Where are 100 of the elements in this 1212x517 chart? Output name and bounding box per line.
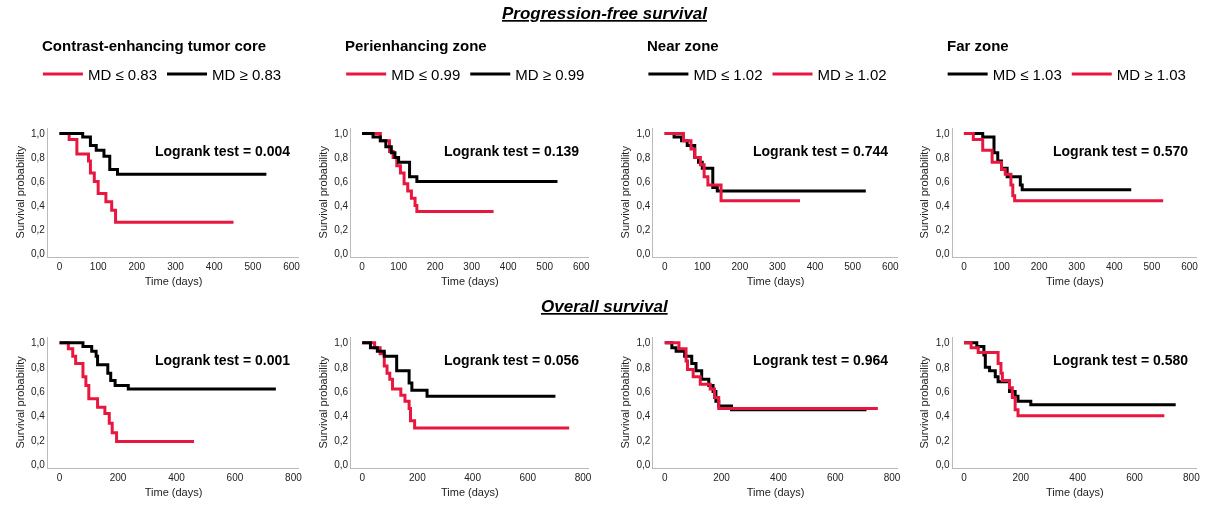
x-tick-label: 0 [961,472,968,484]
y-axis-title: Survival probability [619,355,632,449]
x-tick-label: 400 [205,261,223,272]
y-tick-label: 0,2 [334,223,349,235]
x-tick-label: 300 [769,261,787,272]
annotation: Logrank test = 0.004 [155,143,291,159]
y-tick-label: 0,6 [334,175,349,187]
legend-label: MD ≥ 0.83 [212,65,282,83]
annotation: Logrank test = 0.001 [155,352,291,368]
x-tick-label: 0 [661,472,668,484]
y-tick-label: 0,8 [636,151,651,163]
x-tick-label: 800 [1183,472,1201,484]
x-tick-label: 600 [283,261,301,272]
x-tick-label: 100 [993,261,1011,272]
legend-label: MD ≤ 1.02 [693,65,763,83]
y-tick-label: 0,4 [636,199,651,211]
x-axis-title: Time (days) [746,486,805,499]
y-tick-label: 1,0 [334,128,349,139]
x-tick-label: 400 [464,472,482,484]
x-tick-label: 500 [244,261,262,272]
x-tick-label: 500 [844,261,862,272]
x-axis-title: Time (days) [441,486,499,499]
y-tick-label: 1,0 [636,337,651,349]
y-axis-title: Survival probability [13,355,26,449]
x-tick-label: 400 [168,472,186,484]
x-tick-label: 0 [56,472,63,484]
y-tick-label: 0,8 [935,151,951,163]
x-tick-label: 400 [1105,261,1124,272]
y-tick-label: 0,6 [636,385,651,397]
x-axis-title: Time (days) [441,275,499,288]
annotation: Logrank test = 0.056 [444,352,580,368]
y-tick-label: 0,8 [334,151,349,163]
x-tick-label: 300 [167,261,185,272]
y-tick-label: 0,0 [334,459,349,471]
chart-title: Contrast-enhancing tumor core [42,37,267,54]
x-tick-label: 500 [536,261,554,272]
x-tick-label: 0 [359,261,366,272]
x-tick-label: 200 [1012,472,1030,484]
x-tick-label: 100 [89,261,107,272]
x-tick-label: 400 [499,261,517,272]
y-tick-label: 0,0 [30,247,46,259]
x-tick-label: 500 [1143,261,1161,272]
x-tick-label: 800 [574,472,592,484]
y-axis-title: Survival probability [619,145,632,239]
x-tick-label: 600 [826,472,845,484]
y-tick-label: 0,8 [935,361,951,373]
x-tick-label: 0 [56,261,63,272]
y-tick-label: 0,2 [935,434,951,446]
legend-label: MD ≥ 1.02 [817,65,887,83]
x-tick-label: 200 [409,472,427,484]
y-tick-label: 0,6 [334,385,349,397]
legend-label: MD ≤ 1.03 [992,65,1062,83]
y-tick-label: 0,0 [30,459,46,471]
y-tick-label: 0,8 [334,361,349,373]
x-tick-label: 0 [961,261,968,272]
x-axis-title: Time (days) [1046,275,1104,288]
y-tick-label: 0,4 [935,410,951,422]
y-tick-label: 1,0 [636,128,651,139]
y-axis-title: Survival probability [918,145,931,239]
x-tick-label: 200 [713,472,731,484]
y-tick-label: 0,2 [30,223,46,235]
legend-label: MD ≤ 0.99 [391,65,461,83]
legend-label: MD ≤ 0.83 [87,65,157,83]
annotation: Logrank test = 0.744 [753,143,889,159]
y-axis-title: Survival probability [918,355,931,449]
y-tick-label: 0,4 [30,199,46,211]
y-tick-label: 0,2 [30,434,46,446]
x-tick-label: 200 [128,261,146,272]
y-tick-label: 0,8 [30,361,46,373]
x-tick-label: 800 [285,472,303,484]
x-tick-label: 400 [1069,472,1087,484]
x-tick-label: 600 [1181,261,1199,272]
y-tick-label: 0,2 [935,223,951,235]
x-tick-label: 200 [426,261,444,272]
y-tick-label: 0,6 [636,175,651,187]
annotation: Logrank test = 0.570 [1053,143,1189,159]
y-tick-label: 0,0 [935,459,951,471]
y-tick-label: 1,0 [30,337,46,349]
x-tick-label: 100 [390,261,408,272]
x-tick-label: 600 [1126,472,1144,484]
y-axis-title: Survival probability [316,145,329,239]
x-tick-label: 100 [693,261,712,272]
y-tick-label: 0,6 [935,385,951,397]
y-tick-label: 0,4 [30,410,46,422]
y-tick-label: 0,2 [636,223,651,235]
annotation: Logrank test = 0.964 [753,352,889,368]
y-axis-title: Survival probability [316,355,329,449]
x-tick-label: 400 [770,472,788,484]
x-tick-label: 300 [1068,261,1086,272]
x-axis-title: Time (days) [746,275,805,288]
chart-subtitle: Progression-free survival [502,4,709,23]
x-tick-label: 0 [661,261,668,272]
x-axis-title: Time (days) [144,275,203,288]
chart-subtitle: Overall survival [541,297,669,316]
y-tick-label: 1,0 [935,337,951,349]
x-axis-title: Time (days) [144,486,203,499]
x-tick-label: 200 [1030,261,1048,272]
x-tick-label: 0 [359,472,366,484]
annotation: Logrank test = 0.580 [1053,352,1189,368]
y-tick-label: 0,6 [935,175,951,187]
